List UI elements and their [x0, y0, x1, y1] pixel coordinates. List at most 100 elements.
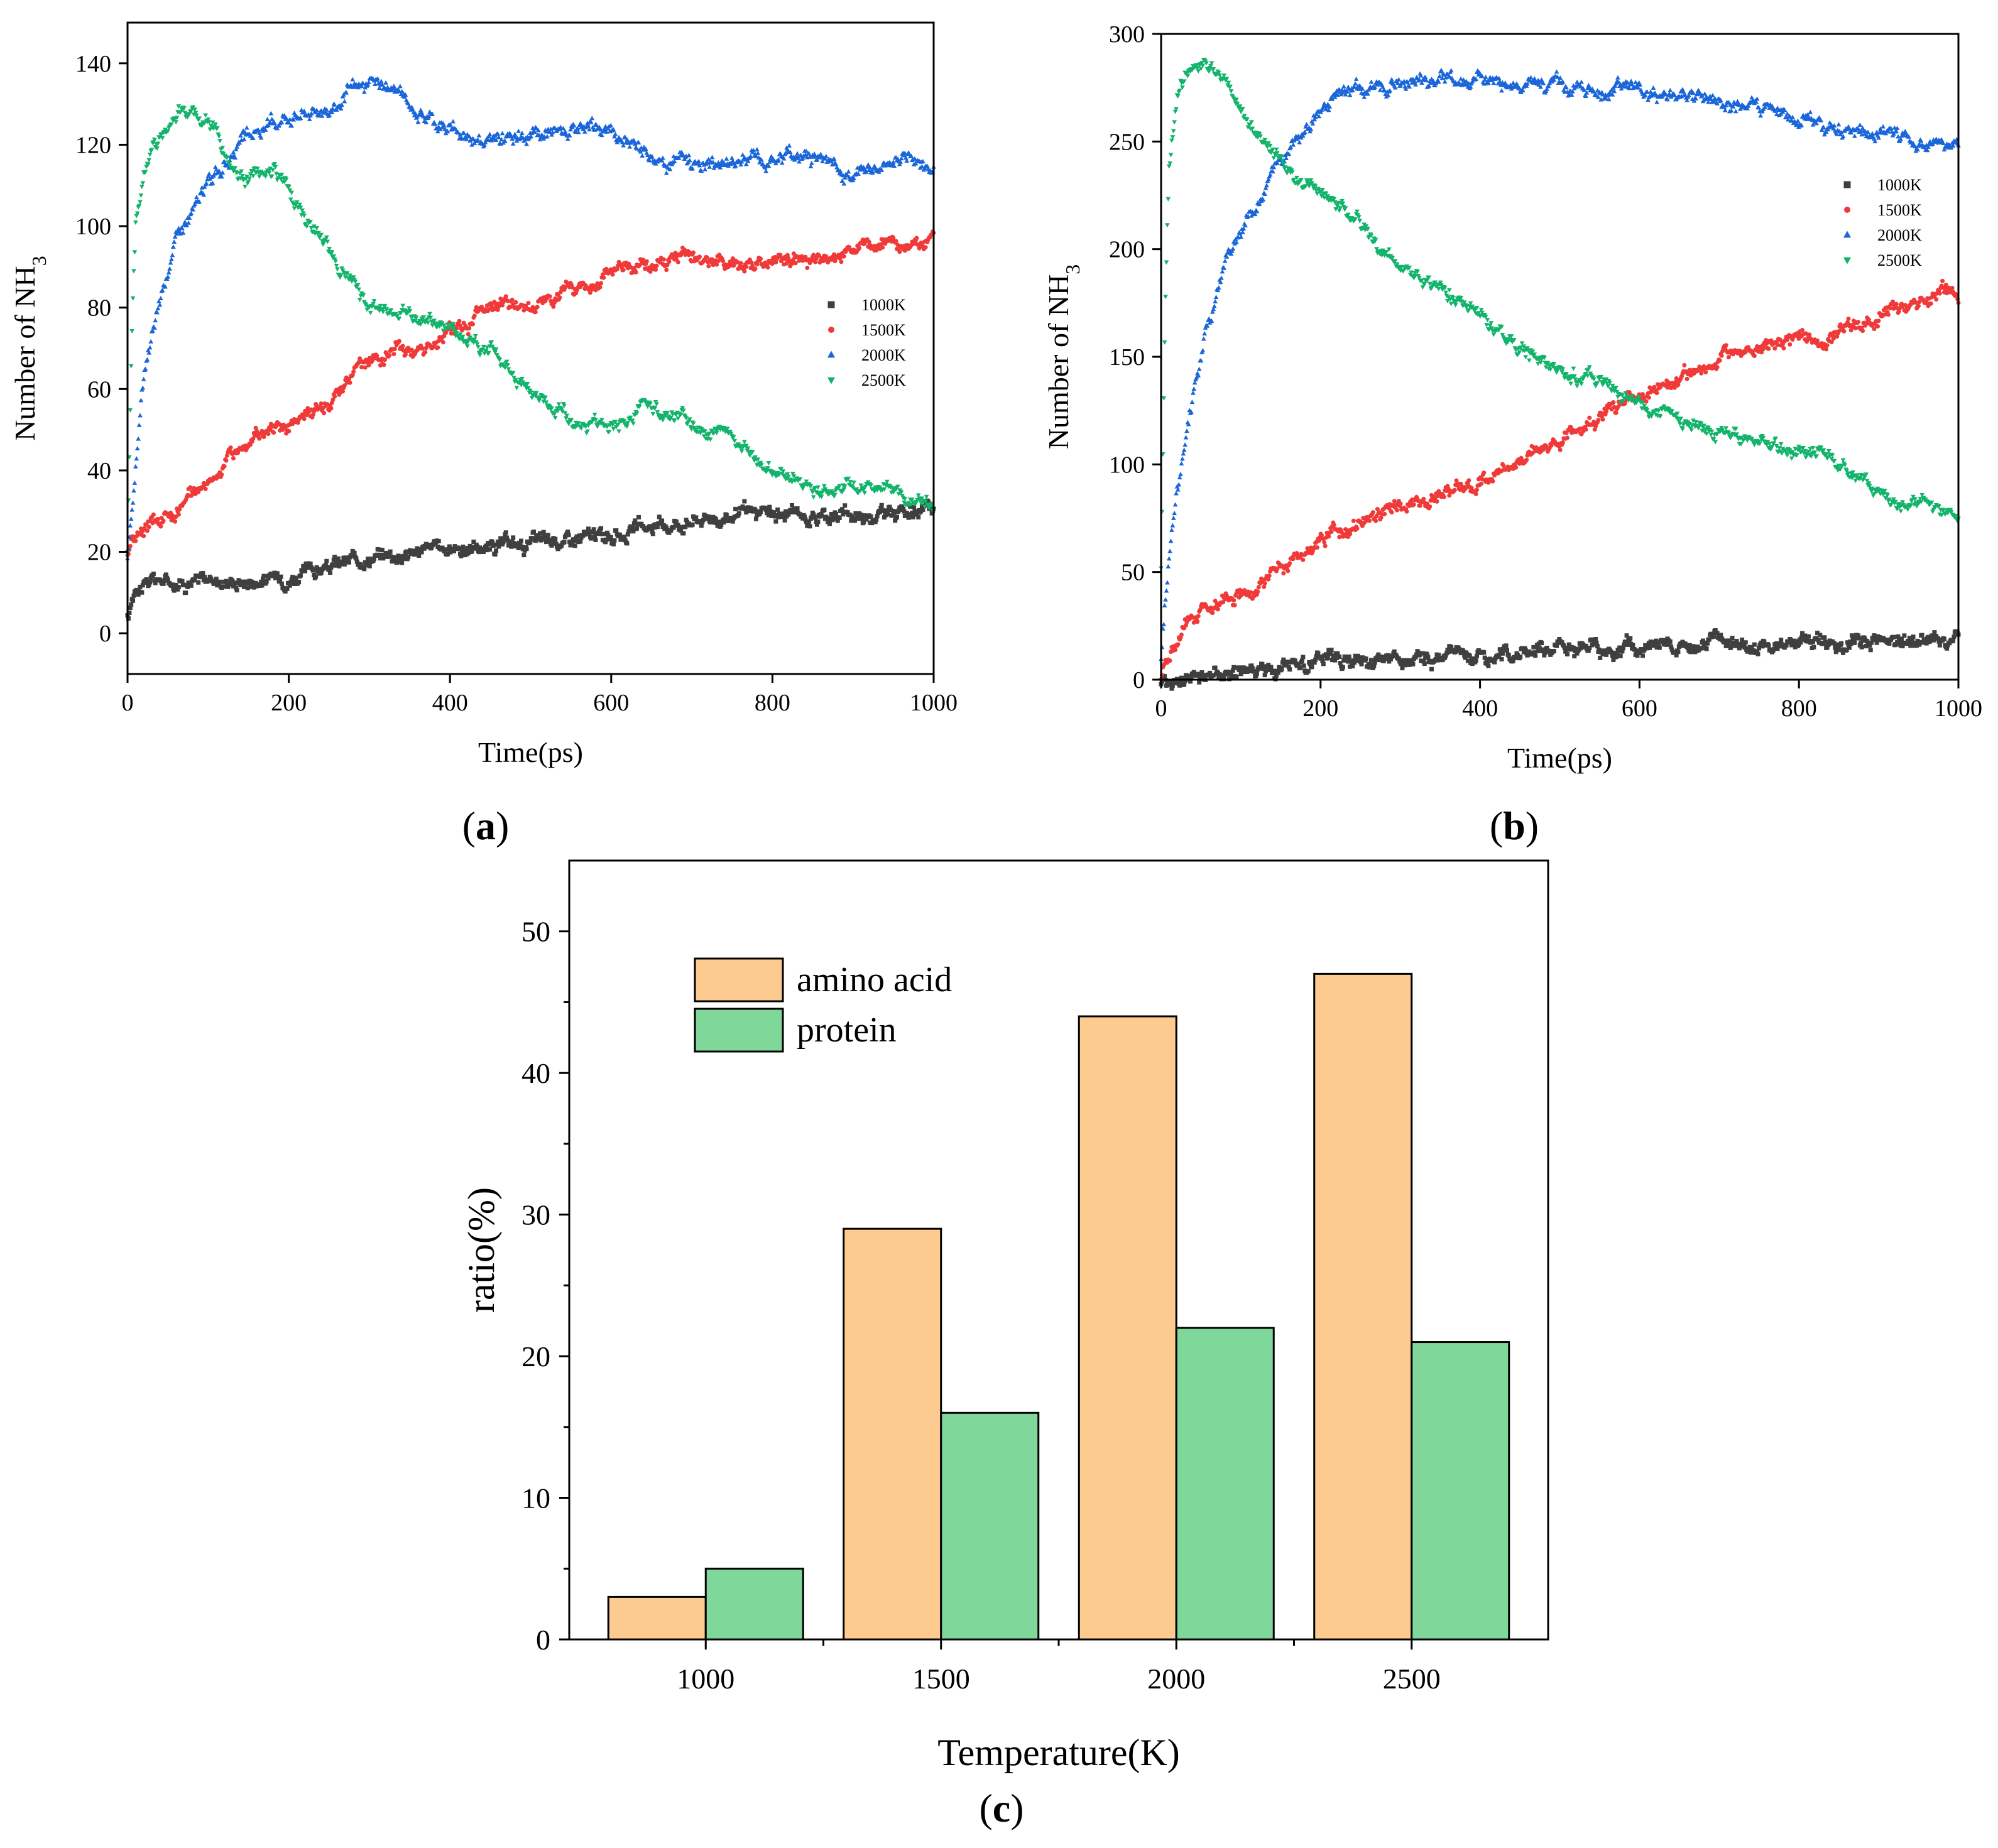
y-tick-label: 10 — [521, 1482, 550, 1514]
panel-label: (c) — [979, 1786, 1024, 1830]
x-tick-label: 2500 — [1383, 1663, 1441, 1695]
series-2000K — [1159, 67, 1961, 661]
legend-marker — [1844, 207, 1850, 213]
legend: amino acid protein — [694, 957, 952, 1053]
panel-label-letter: b — [1503, 803, 1526, 848]
legend-label: protein — [797, 1011, 897, 1050]
x-tick-label: 1500 — [912, 1663, 970, 1695]
series-2500K — [1159, 57, 1961, 571]
y-tick-label: 140 — [75, 51, 111, 77]
legend-label: 2500K — [1877, 251, 1922, 269]
y-tick-label: 300 — [1109, 21, 1145, 48]
panel-label: (b) — [1490, 803, 1539, 848]
legend-marker — [827, 377, 836, 384]
bar-protein-2500 — [1411, 1341, 1510, 1641]
series-2500K-markers — [125, 104, 936, 555]
x-tick-label: 1000 — [910, 690, 958, 716]
y-tick-label: 30 — [521, 1199, 550, 1231]
legend-label: 2000K — [861, 346, 906, 364]
x-axis-title: Time(ps) — [1507, 742, 1612, 774]
panel-label-paren: ( — [462, 803, 476, 848]
legend-marker — [1843, 181, 1851, 188]
x-tick-label: 400 — [1462, 695, 1498, 722]
panel-label-paren: ) — [1010, 1786, 1024, 1830]
y-axis-title: Number of NH3 — [1042, 264, 1084, 450]
legend-label: 1000K — [861, 296, 906, 314]
bar-amino-acid-2000 — [1078, 1015, 1177, 1641]
panel-label-paren: ) — [496, 803, 509, 848]
y-tick-label: 0 — [99, 621, 111, 647]
legend-label: 2500K — [861, 371, 906, 389]
x-tick-label: 800 — [1781, 695, 1817, 722]
x-axis-title: Time(ps) — [478, 736, 583, 768]
y-tick-label: 60 — [87, 376, 111, 403]
y-tick-label: 40 — [521, 1057, 550, 1089]
bar-protein-1000 — [704, 1567, 804, 1641]
panel-label: (a) — [462, 803, 510, 848]
x-tick-label: 200 — [271, 690, 307, 716]
panel-a: 0 200 400 600 800 1000 0 20 40 60 80 100 120 140 Time(… — [9, 21, 958, 848]
y-tick-label: 200 — [1109, 237, 1145, 263]
y-tick-label: 250 — [1109, 129, 1145, 155]
y-tick-label: 150 — [1109, 344, 1145, 371]
y-axis-title-subscript: 3 — [1061, 264, 1084, 274]
y-tick-label: 40 — [87, 458, 111, 484]
series-2000K-markers — [1159, 67, 1961, 661]
panel-label-letter: a — [476, 803, 496, 848]
legend-marker — [828, 327, 834, 333]
legend-label: 1500K — [861, 321, 906, 339]
bar-amino-acid-2500 — [1313, 972, 1413, 1641]
legend-marker — [827, 351, 836, 358]
y-tick-label: 50 — [521, 916, 550, 948]
x-tick-label: 1000 — [1935, 695, 1982, 722]
x-tick-label: 600 — [1622, 695, 1657, 722]
series-1000K-markers — [125, 498, 936, 621]
x-tick-label: 2000 — [1147, 1663, 1205, 1695]
x-tick-label: 400 — [432, 690, 468, 716]
y-tick-label: 0 — [1133, 667, 1145, 693]
bar-amino-acid-1500 — [843, 1227, 942, 1641]
x-tick-label: 0 — [122, 690, 134, 716]
legend-label: 1500K — [1877, 201, 1922, 219]
panel-label-paren: ) — [1526, 803, 1539, 848]
panel-label-letter: c — [993, 1786, 1010, 1830]
panel-label-paren: ( — [979, 1786, 992, 1830]
legend-marker — [827, 301, 835, 308]
y-tick-label: 100 — [1109, 452, 1145, 478]
series-2500K-markers — [1159, 57, 1961, 571]
y-tick-label: 0 — [536, 1624, 550, 1656]
legend: 1000K 1500K 2000K 2500K — [827, 296, 906, 389]
x-tick-label: 800 — [755, 690, 790, 716]
panel-label-paren: ( — [1490, 803, 1503, 848]
legend-label: 2000K — [1877, 226, 1922, 244]
legend-swatch — [694, 957, 784, 1003]
x-tick-label: 200 — [1302, 695, 1338, 722]
legend-swatch — [694, 1008, 784, 1053]
bar-protein-1500 — [940, 1411, 1040, 1641]
panel-c: 1000 1500 2000 2500 0 10 20 30 40 50 Temperature(K… — [461, 859, 1549, 1830]
legend-label: amino acid — [797, 960, 952, 999]
legend: 1000K 1500K 2000K 2500K — [1843, 176, 1922, 269]
y-tick-label: 50 — [1121, 560, 1145, 586]
series-1500K-markers — [1159, 278, 1961, 682]
series-1000K — [125, 498, 936, 621]
plot-frame — [126, 21, 935, 675]
y-tick-label: 100 — [75, 214, 111, 240]
bar-amino-acid-1000 — [607, 1595, 707, 1641]
y-tick-label: 20 — [521, 1340, 550, 1372]
legend-marker — [1843, 231, 1852, 238]
y-tick-label: 80 — [87, 295, 111, 322]
series-2500K — [125, 104, 936, 555]
y-tick-label: 120 — [75, 132, 111, 158]
y-tick-label: 20 — [87, 540, 111, 566]
y-axis-title-subscript: 3 — [28, 256, 50, 266]
series-1000K — [1159, 628, 1961, 691]
x-tick-label: 600 — [593, 690, 629, 716]
plot-frame — [568, 859, 1549, 1641]
x-tick-label: 0 — [1155, 695, 1167, 722]
series-1000K-markers — [1159, 628, 1961, 691]
x-axis-title: Temperature(K) — [937, 1732, 1180, 1773]
x-tick-label: 1000 — [677, 1663, 734, 1695]
bar-protein-2000 — [1175, 1327, 1275, 1641]
